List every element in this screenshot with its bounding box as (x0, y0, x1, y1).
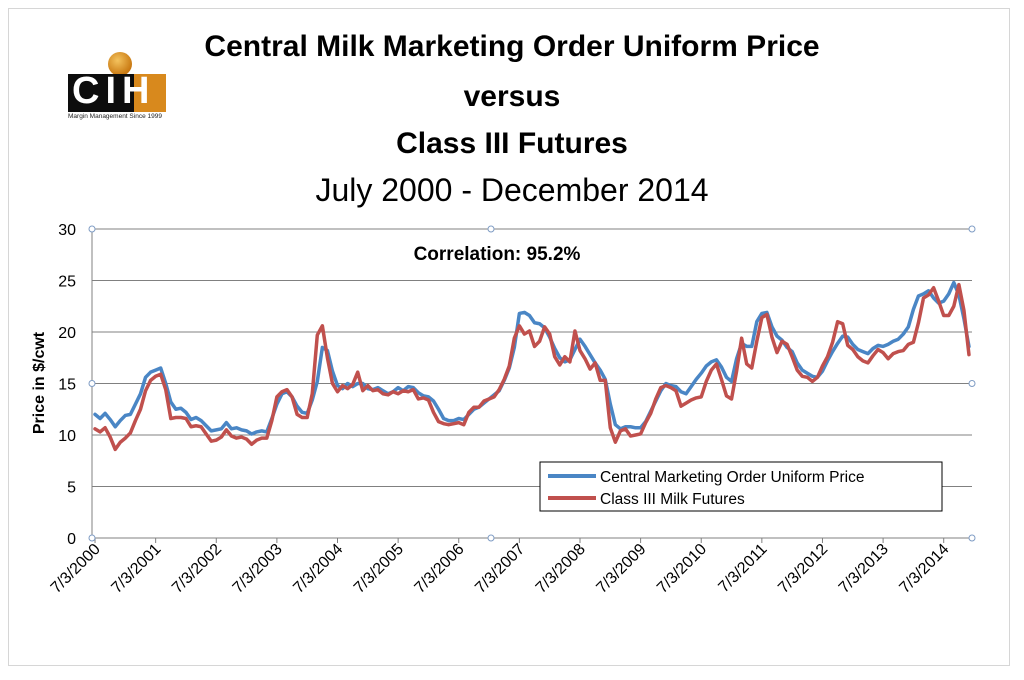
resize-handle (88, 534, 96, 542)
chart-title-line1: Central Milk Marketing Order Uniform Pri… (204, 30, 820, 63)
y-tick-label: 30 (58, 222, 76, 239)
series-lines (93, 280, 971, 452)
legend: Central Marketing Order Uniform Price Cl… (539, 461, 943, 512)
y-tick-label: 0 (67, 531, 76, 548)
x-tick-label: 7/3/2008 (533, 541, 589, 597)
legend-box (539, 461, 943, 512)
x-tick-label: 7/3/2002 (169, 541, 225, 597)
y-axis-tick-labels: 0 5 10 15 20 25 30 (58, 222, 76, 548)
y-tick-label: 5 (67, 480, 76, 497)
legend-label-futures: Class III Milk Futures (600, 491, 745, 508)
company-logo: CIH Margin Management Since 1999 (68, 52, 168, 122)
legend-label-uniform: Central Marketing Order Uniform Price (600, 469, 864, 486)
x-tick-label: 7/3/2000 (48, 541, 104, 597)
resize-handle (88, 380, 96, 387)
series-line-0 (93, 280, 971, 436)
x-tick-label: 7/3/2014 (896, 541, 952, 597)
y-tick-label: 10 (58, 428, 76, 445)
resize-handle (487, 534, 495, 542)
x-tick-label: 7/3/2005 (351, 541, 407, 597)
selection-handles[interactable] (88, 225, 976, 542)
x-tick-label: 7/3/2004 (290, 541, 346, 597)
logo-letters: CIH (72, 70, 156, 112)
logo-black-block (68, 74, 134, 112)
x-tick-label: 7/3/2007 (472, 541, 528, 597)
x-tick-label: 7/3/2011 (715, 541, 770, 596)
y-tick-label: 25 (58, 274, 76, 291)
resize-handle (968, 534, 976, 542)
y-tick-label: 20 (58, 325, 76, 342)
series-line-1 (93, 282, 971, 452)
globe-icon (108, 52, 132, 76)
x-tick-label: 7/3/2013 (836, 541, 892, 597)
x-tick-label: 7/3/2010 (654, 541, 710, 597)
resize-handle (968, 380, 976, 387)
logo-orange-block (134, 74, 166, 112)
resize-handle (487, 225, 495, 233)
x-tick-label: 7/3/2001 (108, 541, 164, 597)
chart-title-line2: versus (463, 80, 561, 113)
y-axis-label: Price in $/cwt (31, 331, 48, 434)
chart-subtitle: July 2000 - December 2014 (315, 172, 709, 208)
x-tick-label: 7/3/2003 (230, 541, 286, 597)
correlation-annotation: Correlation: 95.2% (414, 244, 581, 265)
y-tick-label: 15 (58, 377, 76, 394)
logo-tagline: Margin Management Since 1999 (68, 113, 162, 120)
x-tick-label: 7/3/2012 (775, 541, 831, 597)
x-tick-label: 7/3/2009 (593, 541, 649, 597)
resize-handle (968, 225, 976, 233)
x-axis-tick-labels: 7/3/2000 7/3/2001 7/3/2002 7/3/2003 7/3/2004… (48, 538, 953, 597)
x-tick-label: 7/3/2006 (412, 541, 468, 597)
resize-handle (88, 225, 96, 233)
chart-title-line3: Class III Futures (396, 127, 628, 160)
